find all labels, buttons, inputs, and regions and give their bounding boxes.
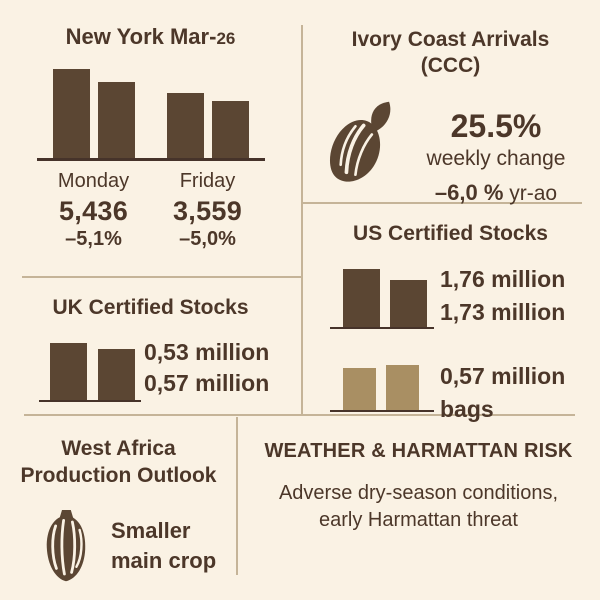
baseline — [39, 399, 141, 403]
monday-bar-group — [46, 69, 142, 159]
friday-price: 3,559 — [172, 195, 243, 226]
new-york-title-text: New York Mar- — [65, 24, 217, 49]
bar — [343, 367, 376, 410]
ivory-coast-title: Ivory Coast Arrivals (CCC) — [301, 27, 600, 79]
west-africa-title: West Africa Production Outlook — [0, 435, 237, 489]
x-axis-line — [36, 158, 265, 161]
outlook-line1: Smaller — [111, 518, 191, 544]
us-bags-unit: bags — [440, 396, 494, 423]
new-york-bar-chart — [0, 68, 301, 159]
divider-horizontal-left — [22, 276, 301, 278]
bar — [390, 279, 427, 327]
weather-line1: Adverse dry-season conditions, — [278, 481, 559, 504]
uk-values: 0,53 million 0,57 million — [144, 337, 269, 399]
uk-bar-chart — [39, 342, 141, 403]
uk-value-previous: 0,57 million — [144, 370, 270, 397]
new-york-title-contract-month: 26 — [216, 29, 236, 48]
category-label-friday: Friday — [179, 169, 236, 192]
us-light-values: 0,57 million bags — [440, 360, 565, 426]
west-africa-content: Smaller main crop — [38, 506, 237, 586]
monday-change: –5,1% — [65, 227, 122, 250]
monday-price: 5,436 — [58, 195, 129, 226]
us-stocks-title: US Certified Stocks — [353, 222, 548, 245]
panel-weather-harmattan-risk: WEATHER & HARMATTAN RISK Adverse dry-sea… — [237, 415, 600, 534]
panel-us-certified-stocks: US Certified Stocks 1,76 million 1,73 mi… — [301, 202, 600, 422]
ivory-coast-stats: 25.5% weekly change –6,0 % yr-ao — [403, 108, 589, 206]
uk-stocks-title: UK Certified Stocks — [52, 296, 249, 319]
us-value-previous: 1,73 million — [440, 299, 566, 326]
price-changes: –5,1% –5,0% — [0, 228, 301, 251]
category-label-monday: Monday — [57, 169, 130, 192]
divider-horizontal-full — [24, 414, 575, 416]
divider-horizontal-right — [302, 202, 582, 204]
panel-new-york: New York Mar-26 Monday Friday 5,436 3,55… — [0, 0, 301, 251]
baseline — [330, 326, 434, 330]
panel-west-africa-outlook: West Africa Production Outlook Smaller m… — [0, 415, 237, 586]
divider-vertical-bottom — [236, 417, 238, 575]
divider-vertical-main — [301, 25, 303, 415]
weather-description: Adverse dry-season conditions, early Har… — [237, 480, 600, 534]
cocoa-pod-leaf-icon — [329, 102, 391, 183]
friday-bar-group — [160, 93, 256, 159]
friday-change: –5,0% — [179, 227, 236, 250]
bar — [386, 364, 419, 410]
bars — [330, 268, 434, 327]
bar — [98, 348, 135, 400]
west-africa-title-line2: Production Outlook — [20, 464, 217, 487]
bar — [343, 268, 380, 327]
price-values: 5,436 3,559 — [0, 196, 301, 227]
category-labels: Monday Friday — [0, 170, 301, 193]
baseline — [330, 409, 434, 413]
uk-value-current: 0,53 million — [144, 339, 270, 366]
us-stocks-row-light: 0,57 million bags — [330, 360, 600, 422]
bar — [211, 101, 249, 159]
weather-line2: early Harmattan threat — [319, 508, 518, 531]
bar — [97, 82, 135, 159]
year-ago-change: –6,0 % yr-ao — [403, 180, 589, 206]
bar — [166, 93, 204, 159]
weekly-change-label: weekly change — [426, 147, 566, 171]
panel-uk-certified-stocks: UK Certified Stocks 0,53 million 0,57 mi… — [0, 276, 301, 403]
us-dark-values: 1,76 million 1,73 million — [440, 263, 565, 329]
us-value-current: 1,76 million — [440, 266, 566, 293]
us-dark-bar-chart — [330, 268, 434, 330]
us-light-bar-chart — [330, 364, 434, 413]
bars — [39, 342, 141, 400]
new-york-title: New York Mar-26 — [0, 24, 301, 50]
year-ago-value: –6,0 % — [434, 180, 504, 206]
ivory-coast-content: 25.5% weekly change –6,0 % yr-ao — [301, 96, 600, 206]
west-africa-outlook-text: Smaller main crop — [111, 516, 216, 576]
cocoa-pod-icon — [46, 510, 86, 582]
us-bags-value: 0,57 million — [440, 363, 566, 390]
ivory-coast-title-line1: Ivory Coast Arrivals — [351, 28, 550, 51]
bar — [50, 342, 87, 400]
outlook-line2: main crop — [111, 548, 217, 574]
weather-title: WEATHER & HARMATTAN RISK — [264, 440, 573, 462]
uk-stocks-row: 0,53 million 0,57 million — [39, 337, 301, 403]
year-ago-label: yr-ao — [509, 182, 558, 206]
ivory-coast-title-line2: (CCC) — [420, 54, 481, 77]
weekly-change-value: 25.5% — [450, 108, 542, 145]
west-africa-title-line1: West Africa — [61, 437, 176, 460]
bars — [330, 364, 434, 410]
us-stocks-row-dark: 1,76 million 1,73 million — [330, 263, 600, 330]
bar — [52, 69, 90, 159]
panel-ivory-coast-arrivals: Ivory Coast Arrivals (CCC) 25.5% weekly … — [301, 0, 600, 206]
